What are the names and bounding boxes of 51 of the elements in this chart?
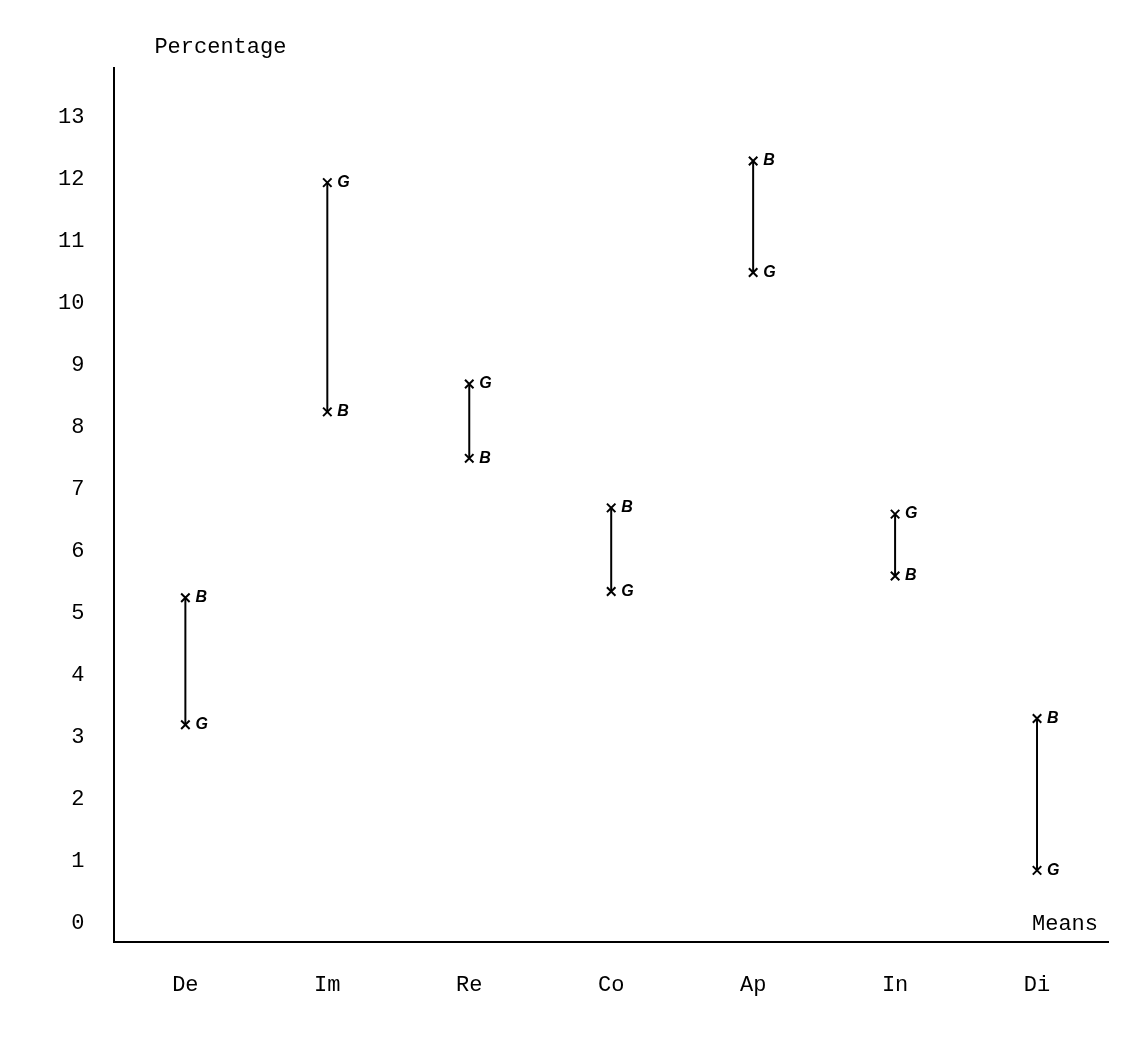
x-tick-label: Ap [739,972,767,998]
point [747,155,759,167]
text: G [337,173,350,191]
x-tick-label: Co [598,972,625,998]
x-tick-label: Re [456,972,483,998]
x-tick-label: In [881,972,909,998]
text: B [763,151,775,169]
point [889,508,901,520]
x-tick-label: Di [1023,972,1051,998]
text: B [337,402,349,420]
point [464,378,475,390]
point [1031,713,1043,724]
y-tick-label: 2 [71,786,85,812]
x-axis-title: Means [1031,912,1098,938]
x-tick-label: Im [314,972,341,998]
point [605,502,617,514]
y-tick-label: 5 [71,601,85,627]
point [322,406,333,418]
y-tick-label: 3 [71,724,85,750]
y-tick-label: 13 [58,105,85,131]
y-tick-label: 0 [71,910,85,936]
point [180,592,191,603]
point [889,570,901,582]
text: G [905,504,918,522]
y-axis-title: Percentage [154,34,287,60]
y-tick-label: 8 [71,415,85,441]
y-tick-label: 11 [58,229,85,255]
y-tick-label: 6 [71,539,85,565]
series-label: G [621,581,634,599]
y-tick-label: 9 [71,353,85,379]
text: B [1047,708,1059,726]
point [180,719,191,730]
text: G [1047,860,1060,878]
point [605,586,617,597]
point [1031,865,1043,876]
y-tick-label: 4 [71,663,85,689]
y-tick-label: 10 [58,291,85,317]
y-tick-label: 12 [58,167,85,193]
point [747,267,759,278]
x-tick-label: De [172,972,199,998]
series-label: B [621,498,633,516]
text: B [905,566,917,584]
y-tick-label: 7 [71,477,85,503]
text: B [195,588,207,606]
point [464,453,475,464]
text: G [479,374,492,392]
text: G [195,715,208,733]
text: G [763,262,776,280]
point [322,177,333,188]
y-tick-label: 1 [71,848,85,874]
text: B [479,448,491,466]
